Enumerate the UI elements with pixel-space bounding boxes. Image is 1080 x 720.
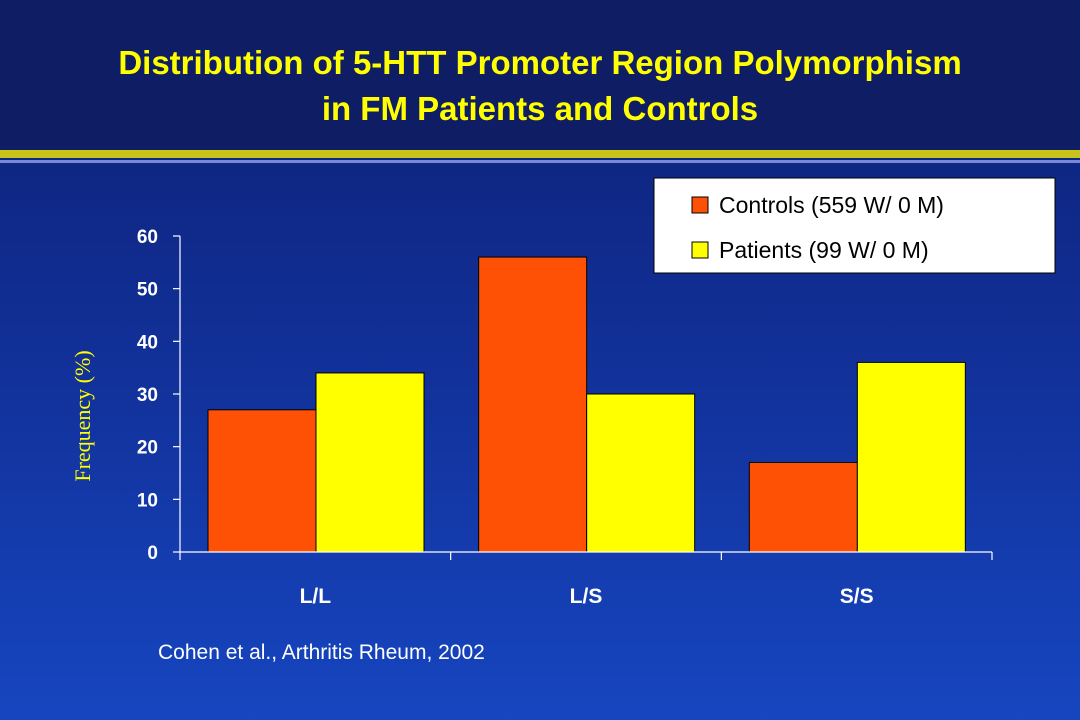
y-tick-label: 30 (137, 385, 158, 406)
legend-swatch-patients (691, 241, 709, 259)
y-tick-label: 0 (147, 543, 158, 564)
citation: Cohen et al., Arthritis Rheum, 2002 (158, 641, 485, 664)
title-line-2: in FM Patients and Controls (321, 90, 759, 127)
bar-controls-ss (748, 461, 858, 553)
bar-controls-ls (478, 256, 588, 553)
accent-rule (0, 150, 1080, 158)
x-tick-label: L/S (570, 585, 603, 608)
bar-patients-ls (586, 393, 696, 553)
y-tick-label: 20 (137, 438, 158, 459)
slide-title: Distribution of 5-HTT Promoter Region Po… (0, 40, 1080, 132)
bar-patients-ss (856, 361, 966, 553)
bar-patients-ll (315, 372, 425, 553)
y-tick-label: 50 (137, 280, 158, 301)
y-tick-label: 40 (137, 332, 158, 353)
bar-controls-ll (207, 409, 317, 553)
title-line-1: Distribution of 5-HTT Promoter Region Po… (118, 44, 962, 81)
header-band (0, 0, 1080, 150)
x-tick-label: L/L (300, 585, 332, 608)
x-tick-label: S/S (840, 585, 874, 608)
accent-rule-thin (0, 160, 1080, 163)
legend-box (653, 177, 1056, 274)
y-tick-label: 10 (137, 490, 158, 511)
y-axis-title: Frequency (%) (70, 350, 95, 481)
y-tick-label: 60 (137, 227, 158, 248)
legend-swatch-controls (691, 196, 709, 214)
legend-label-controls: Controls (559 W/ 0 M) (719, 192, 944, 218)
legend-label-patients: Patients (99 W/ 0 M) (719, 237, 929, 263)
